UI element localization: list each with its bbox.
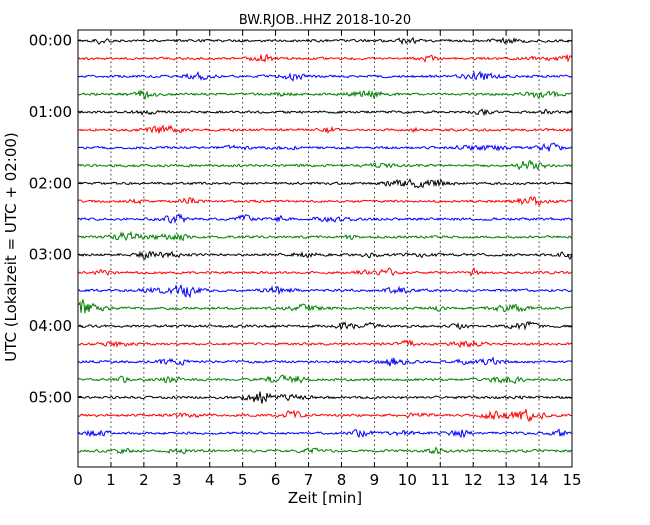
x-tick-label: 14 bbox=[530, 471, 549, 489]
plot-frame bbox=[77, 29, 573, 468]
trace-line bbox=[77, 142, 573, 152]
x-tick-label: 4 bbox=[205, 471, 215, 489]
axis-ticks: 0 1 2 3 4 5 6 7 8 9 10 11 12 13 14 1500:0001:0002:0003:… bbox=[29, 30, 582, 489]
x-tick-label: 0 bbox=[73, 471, 83, 489]
trace-line bbox=[77, 446, 573, 455]
x-tick-label: 12 bbox=[464, 471, 483, 489]
trace-line bbox=[77, 159, 573, 171]
trace-line bbox=[77, 428, 573, 439]
trace-line bbox=[77, 374, 573, 385]
x-tick-label: 9 bbox=[370, 471, 380, 489]
y-tick-label: 03:00 bbox=[29, 246, 72, 264]
x-tick-label: 2 bbox=[139, 471, 149, 489]
y-tick-label: 04:00 bbox=[29, 317, 72, 335]
grid-lines bbox=[110, 30, 540, 467]
trace-line bbox=[77, 320, 573, 331]
x-tick-label: 6 bbox=[271, 471, 281, 489]
trace-line bbox=[77, 108, 573, 117]
y-axis-label: UTC (Lokalzeit = UTC + 02:00) bbox=[2, 132, 20, 362]
trace-lines bbox=[77, 36, 573, 455]
trace-line bbox=[77, 178, 573, 189]
trace-line bbox=[77, 213, 573, 224]
x-tick-label: 15 bbox=[562, 471, 581, 489]
x-tick-label: 7 bbox=[304, 471, 314, 489]
trace-line bbox=[77, 250, 573, 261]
trace-line bbox=[77, 89, 573, 101]
x-tick-label: 13 bbox=[497, 471, 516, 489]
trace-line bbox=[77, 409, 573, 423]
trace-line bbox=[77, 298, 573, 314]
chart-title: BW.RJOB..HHZ 2018-10-20 bbox=[239, 13, 411, 28]
trace-line bbox=[77, 230, 573, 242]
x-tick-label: 11 bbox=[431, 471, 450, 489]
trace-line bbox=[77, 53, 573, 64]
y-tick-label: 02:00 bbox=[29, 174, 72, 192]
x-tick-label: 3 bbox=[172, 471, 182, 489]
trace-line bbox=[77, 70, 573, 82]
trace-line bbox=[77, 339, 573, 349]
y-tick-label: 05:00 bbox=[29, 388, 72, 406]
x-tick-label: 8 bbox=[337, 471, 347, 489]
y-tick-label: 01:00 bbox=[29, 103, 72, 121]
trace-line bbox=[77, 284, 573, 299]
x-tick-label: 10 bbox=[398, 471, 417, 489]
trace-line bbox=[77, 356, 573, 367]
y-tick-label: 00:00 bbox=[29, 32, 72, 50]
trace-line bbox=[77, 196, 573, 206]
trace-line bbox=[77, 124, 573, 135]
x-tick-label: 1 bbox=[106, 471, 116, 489]
trace-line bbox=[77, 36, 573, 46]
trace-line bbox=[77, 391, 573, 404]
x-tick-label: 5 bbox=[238, 471, 248, 489]
trace-line bbox=[77, 267, 573, 277]
x-axis-label: Zeit [min] bbox=[288, 489, 362, 507]
